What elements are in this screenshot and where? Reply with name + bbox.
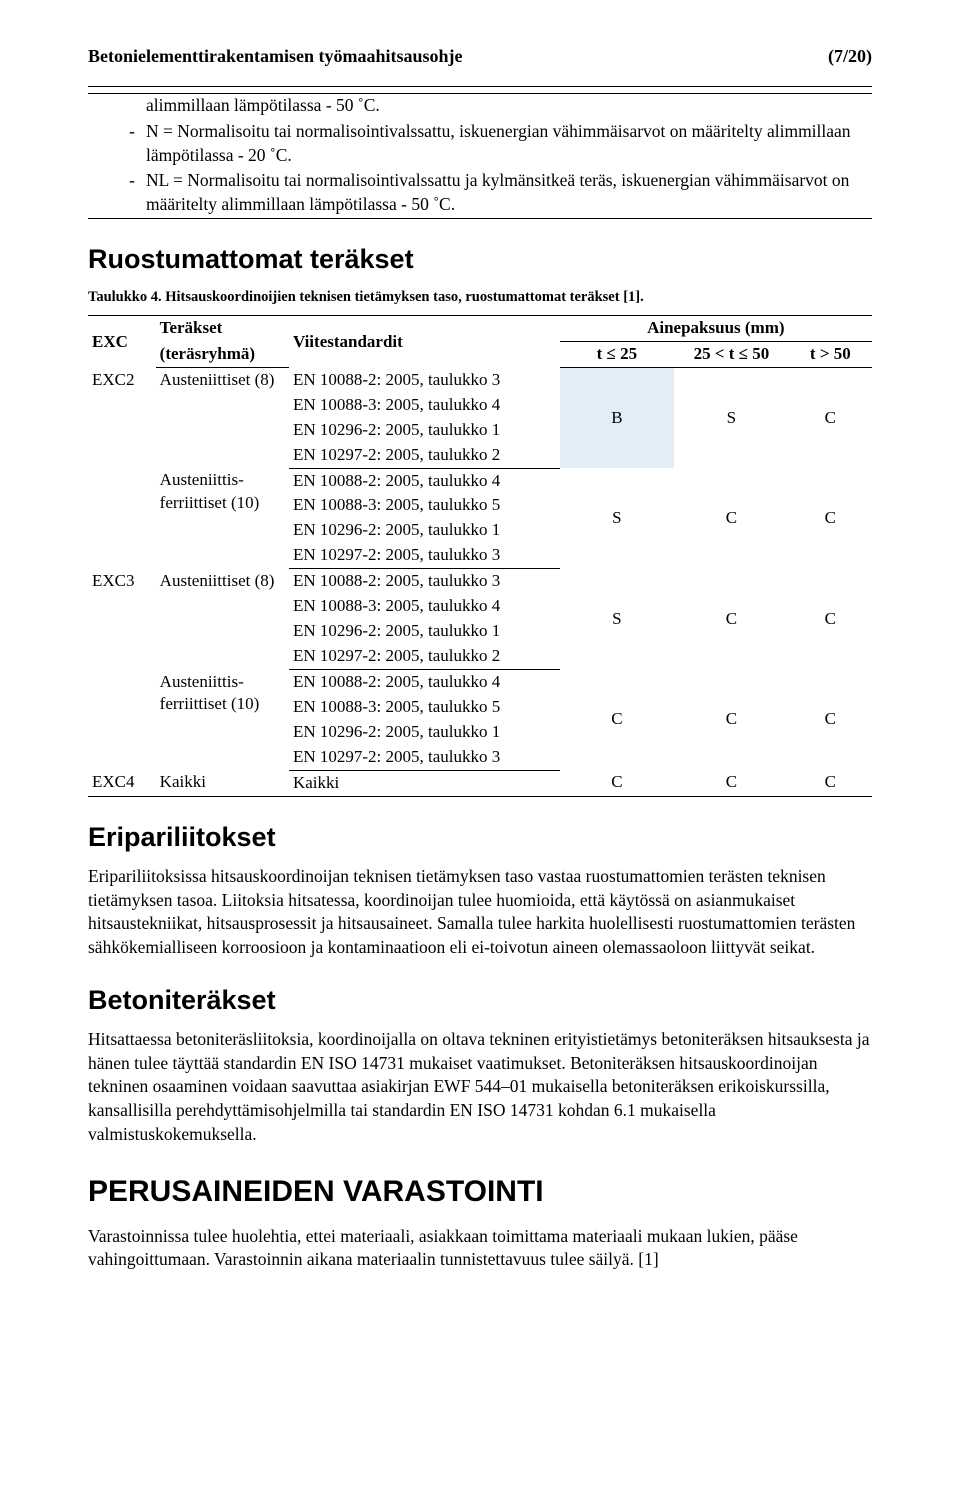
td-group: Kaikki [156, 770, 289, 796]
paragraph-rebar: Hitsattaessa betoniteräsliitoksia, koord… [88, 1028, 872, 1146]
doc-title: Betonielementtirakentamisen työmaahitsau… [88, 44, 462, 68]
paragraph-mixed: Eripariliitoksissa hitsauskoordinoijan t… [88, 865, 872, 960]
td-t2: C [674, 468, 789, 569]
table-row: Austeniittis-ferriittiset (10) EN 10088-… [88, 670, 872, 695]
bullet-row: - NL = Normalisoitu tai normalisointival… [118, 169, 872, 216]
td-group: Austeniittiset (8) [156, 569, 289, 670]
td-exc [88, 468, 156, 569]
td-t3: C [789, 368, 872, 468]
td-std: EN 10088-2: 2005, taulukko 4 [289, 670, 560, 695]
td-t2: C [674, 670, 789, 771]
td-t1: C [560, 770, 675, 796]
td-t1: B [560, 368, 675, 468]
section-title-storage: PERUSAINEIDEN VARASTOINTI [88, 1172, 872, 1213]
table-row: Austeniittis-ferriittiset (10) EN 10088-… [88, 468, 872, 493]
td-exc: EXC4 [88, 770, 156, 796]
td-t3: C [789, 569, 872, 670]
td-std: EN 10088-2: 2005, taulukko 4 [289, 468, 560, 493]
td-t2: S [674, 368, 789, 468]
bullet-text: NL = Normalisoitu tai normalisointivalss… [146, 169, 872, 216]
td-group: Austeniittis-ferriittiset (10) [156, 468, 289, 569]
th-thickness: Ainepaksuus (mm) [560, 316, 872, 342]
page-container: Betonielementtirakentamisen työmaahitsau… [0, 0, 960, 1508]
td-std: EN 10088-3: 2005, taulukko 4 [289, 393, 560, 418]
table-row: EXC3 Austeniittiset (8) EN 10088-2: 2005… [88, 569, 872, 594]
bullet-row: alimmillaan lämpötilassa - 50 ˚C. [118, 94, 872, 118]
page-ref: (7/20) [828, 44, 872, 68]
td-std: EN 10297-2: 2005, taulukko 3 [289, 745, 560, 770]
table-last-row: EXC4 Kaikki Kaikki C C C [88, 770, 872, 796]
td-std: EN 10297-2: 2005, taulukko 2 [289, 644, 560, 669]
bullet-row: - N = Normalisoitu tai normalisointivals… [118, 120, 872, 167]
intro-bullets: alimmillaan lämpötilassa - 50 ˚C. - N = … [88, 94, 872, 216]
td-t2: C [674, 770, 789, 796]
td-std: EN 10088-2: 2005, taulukko 3 [289, 368, 560, 393]
intro-bottom-rule [88, 218, 872, 219]
td-group: Austeniittiset (8) [156, 368, 289, 468]
td-t1: S [560, 569, 675, 670]
td-t3: C [789, 468, 872, 569]
td-exc: EXC3 [88, 569, 156, 670]
th-group-2: (teräsryhmä) [156, 342, 289, 368]
td-std: EN 10297-2: 2005, taulukko 3 [289, 543, 560, 568]
bullet-dash: - [118, 120, 146, 167]
section-title-rebar: Betoniteräkset [88, 982, 872, 1018]
th-t2: 25 < t ≤ 50 [674, 342, 789, 368]
td-std: EN 10088-3: 2005, taulukko 5 [289, 493, 560, 518]
section-title-mixed: Eripariliitokset [88, 819, 872, 855]
td-std: EN 10088-2: 2005, taulukko 3 [289, 569, 560, 594]
th-exc: EXC [88, 316, 156, 368]
td-t3: C [789, 770, 872, 796]
bullet-dash [118, 94, 146, 118]
td-t2: C [674, 569, 789, 670]
td-std: EN 10296-2: 2005, taulukko 1 [289, 619, 560, 644]
stainless-table: EXC Teräkset Viitestandardit Ainepaksuus… [88, 315, 872, 796]
td-t1: C [560, 670, 675, 771]
header-rule [88, 86, 872, 87]
bullet-dash: - [118, 169, 146, 216]
td-std: EN 10296-2: 2005, taulukko 1 [289, 518, 560, 543]
td-t3: C [789, 670, 872, 771]
td-std: EN 10296-2: 2005, taulukko 1 [289, 720, 560, 745]
td-std: EN 10296-2: 2005, taulukko 1 [289, 418, 560, 443]
bullet-text: N = Normalisoitu tai normalisointivalssa… [146, 120, 872, 167]
page-header: Betonielementtirakentamisen työmaahitsau… [88, 44, 872, 68]
td-std: EN 10088-3: 2005, taulukko 4 [289, 594, 560, 619]
th-std: Viitestandardit [289, 316, 560, 368]
paragraph-storage: Varastoinnissa tulee huolehtia, ettei ma… [88, 1225, 872, 1272]
table-caption: Taulukko 4. Hitsauskoordinoijien teknise… [88, 288, 872, 308]
td-std: EN 10297-2: 2005, taulukko 2 [289, 443, 560, 468]
th-t1: t ≤ 25 [560, 342, 675, 368]
bullet-text: alimmillaan lämpötilassa - 50 ˚C. [146, 94, 872, 118]
td-exc [88, 670, 156, 771]
table-row: EXC2 Austeniittiset (8) EN 10088-2: 2005… [88, 368, 872, 393]
table-header-row-1: EXC Teräkset Viitestandardit Ainepaksuus… [88, 316, 872, 342]
td-exc: EXC2 [88, 368, 156, 468]
td-std: Kaikki [289, 770, 560, 796]
th-t3: t > 50 [789, 342, 872, 368]
td-std: EN 10088-3: 2005, taulukko 5 [289, 695, 560, 720]
td-group: Austeniittis-ferriittiset (10) [156, 670, 289, 771]
td-t1: S [560, 468, 675, 569]
th-group-1: Teräkset [156, 316, 289, 342]
section-title-stainless: Ruostumattomat teräkset [88, 241, 872, 277]
